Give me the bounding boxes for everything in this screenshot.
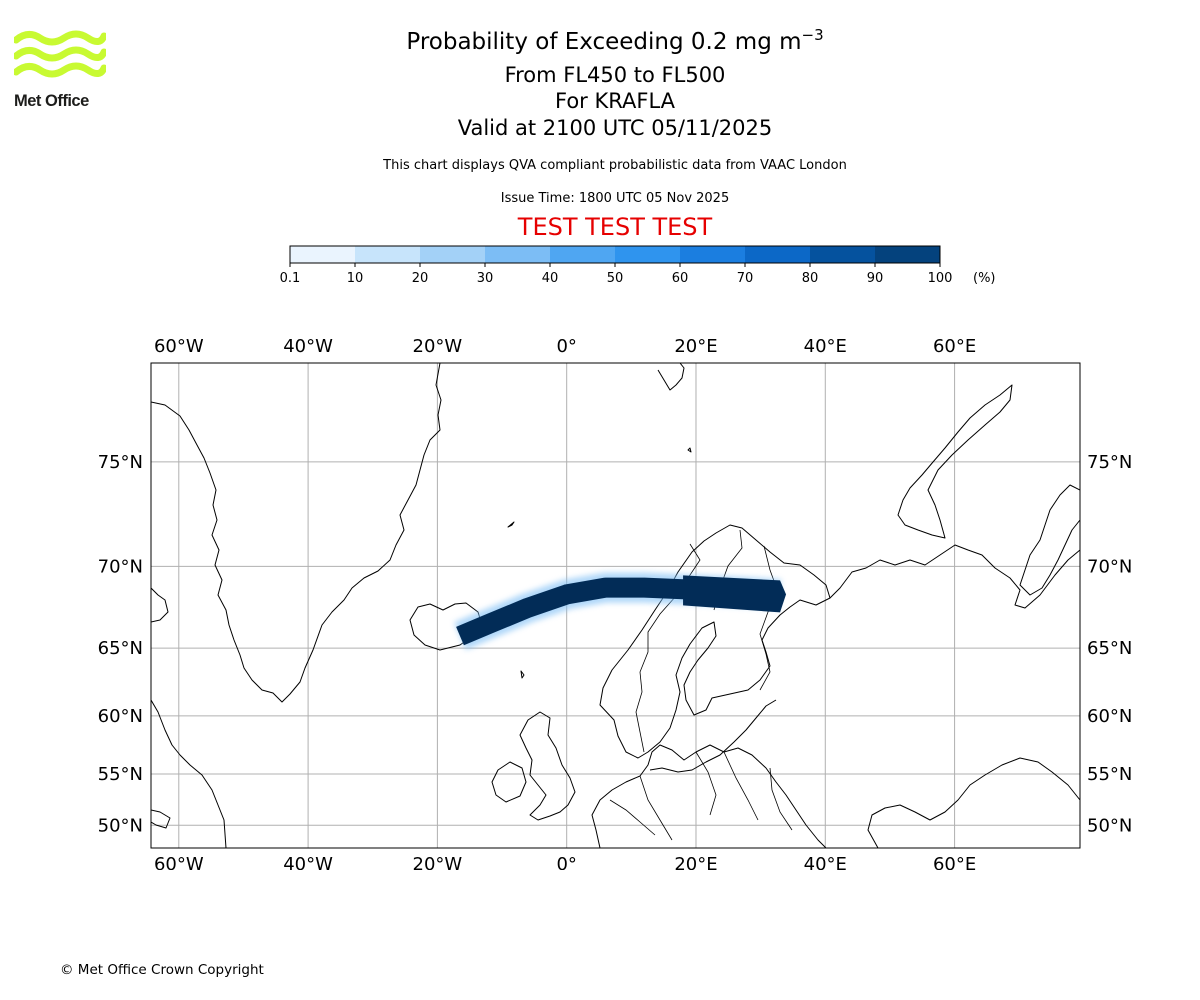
colorbar-segment <box>810 246 875 263</box>
ash-probability-map: 60°W 60°W 40°W 40°W 20°W 20°W 0° 0° 20°E 20°E 40°E… <box>98 336 1133 870</box>
ireland-coast <box>491 761 527 803</box>
axis-labels: 60°W 60°W 40°W 40°W 20°W 20°W 0° 0° 20°E 20°E 40°E… <box>98 336 1133 870</box>
ash-plume <box>454 572 787 650</box>
longitude-label-top: 0° <box>556 336 576 357</box>
longitude-label-top: 60°W <box>154 336 204 357</box>
colorbar-segment <box>420 246 485 263</box>
colorbar-tick-label: 80 <box>802 271 819 286</box>
map-background <box>151 363 1080 848</box>
colorbar-tick-label: 20 <box>412 271 429 286</box>
colorbar-tick-label: 90 <box>867 271 884 286</box>
newfoundland-coast <box>151 809 171 829</box>
longitude-label-bottom: 20°W <box>413 854 463 870</box>
title-exponent: −3 <box>801 26 824 44</box>
scandinavia-coast <box>599 524 831 759</box>
finland-russia-border <box>759 545 779 691</box>
ural-coast <box>867 757 1080 848</box>
longitude-label-top: 20°W <box>413 336 463 357</box>
latitude-label-left: 75°N <box>98 452 143 473</box>
flight-levels: From FL450 to FL500 <box>504 63 726 87</box>
colorbar-tick-label: 0.1 <box>280 271 301 286</box>
colorbar-tick-label: 40 <box>542 271 559 286</box>
longitude-label-top: 20°E <box>674 336 717 357</box>
longitude-label-bottom: 20°E <box>674 854 717 870</box>
colorbar-tick-label: 50 <box>607 271 624 286</box>
latitude-label-right: 70°N <box>1087 556 1132 577</box>
greenland-coast <box>151 363 442 703</box>
colorbar-tick-label: 70 <box>737 271 754 286</box>
valid-time: Valid at 2100 UTC 05/11/2025 <box>457 116 773 140</box>
colorbar-tick-label: 30 <box>477 271 494 286</box>
colorbar-segment <box>550 246 615 263</box>
jan-mayen <box>507 521 515 528</box>
baltic-coast <box>649 699 777 773</box>
latitude-label-right: 65°N <box>1087 638 1132 659</box>
great-britain-coast <box>519 711 576 821</box>
novaya-zemlya <box>897 384 1013 539</box>
colorbar-tick-label: 60 <box>672 271 689 286</box>
colorbar-segment <box>290 246 355 263</box>
colorbar-unit: (%) <box>973 271 996 286</box>
canada-arctic-coast <box>151 587 169 623</box>
latitude-label-right: 75°N <box>1087 452 1132 473</box>
yamal-coast <box>1019 484 1080 596</box>
colorbar-segment <box>485 246 550 263</box>
colorbar-segment <box>615 246 680 263</box>
faroe-islands <box>520 670 525 679</box>
latitude-label-right: 60°N <box>1087 706 1132 727</box>
russia-north-coast <box>829 544 1080 609</box>
met-office-logo: Met Office <box>12 30 108 112</box>
latitude-label-left: 55°N <box>98 764 143 785</box>
probability-colorbar: 0.1 10 20 30 40 50 60 70 80 90 100 (%) <box>280 245 996 286</box>
longitude-label-bottom: 60°W <box>154 854 204 870</box>
copyright: © Met Office Crown Copyright <box>60 962 264 978</box>
met-office-waves-icon <box>12 30 108 78</box>
colorbar-segment <box>875 246 940 263</box>
longitude-label-bottom: 40°E <box>804 854 847 870</box>
test-banner: TEST TEST TEST <box>517 213 713 241</box>
chart-description: This chart displays QVA compliant probab… <box>383 158 847 173</box>
longitude-label-bottom: 60°E <box>933 854 976 870</box>
colorbar-segment <box>745 246 810 263</box>
map-frame <box>150 362 1081 849</box>
volcano-name: For KRAFLA <box>555 89 675 113</box>
latitude-label-right: 55°N <box>1087 764 1132 785</box>
north-america-coast <box>151 699 227 848</box>
longitude-label-top: 40°W <box>283 336 333 357</box>
europe-interior-borders <box>609 751 793 841</box>
bear-island <box>687 447 692 453</box>
latitude-label-right: 50°N <box>1087 815 1132 836</box>
longitude-label-top: 60°E <box>933 336 976 357</box>
europe-coast <box>591 744 827 848</box>
latitude-label-left: 50°N <box>98 815 143 836</box>
colorbar-tick-label: 100 <box>928 271 953 286</box>
colorbar-tick-label: 10 <box>347 271 364 286</box>
colorbar-segment <box>680 246 745 263</box>
latitude-label-left: 70°N <box>98 556 143 577</box>
chart-title: Probability of Exceeding 0.2 mg m−3 <box>0 26 1200 55</box>
svalbard-coast <box>657 363 685 391</box>
plume-core-east <box>683 575 787 613</box>
longitude-label-top: 40°E <box>804 336 847 357</box>
colorbar-segment <box>355 246 420 263</box>
latitude-label-left: 65°N <box>98 638 143 659</box>
longitude-label-bottom: 40°W <box>283 854 333 870</box>
logo-text: Met Office <box>14 92 89 110</box>
latitude-label-left: 60°N <box>98 706 143 727</box>
coastlines <box>151 363 1080 848</box>
issue-time: Issue Time: 1800 UTC 05 Nov 2025 <box>500 191 730 206</box>
chart-title-text: Probability of Exceeding 0.2 mg m <box>406 29 802 55</box>
longitude-label-bottom: 0° <box>556 854 576 870</box>
